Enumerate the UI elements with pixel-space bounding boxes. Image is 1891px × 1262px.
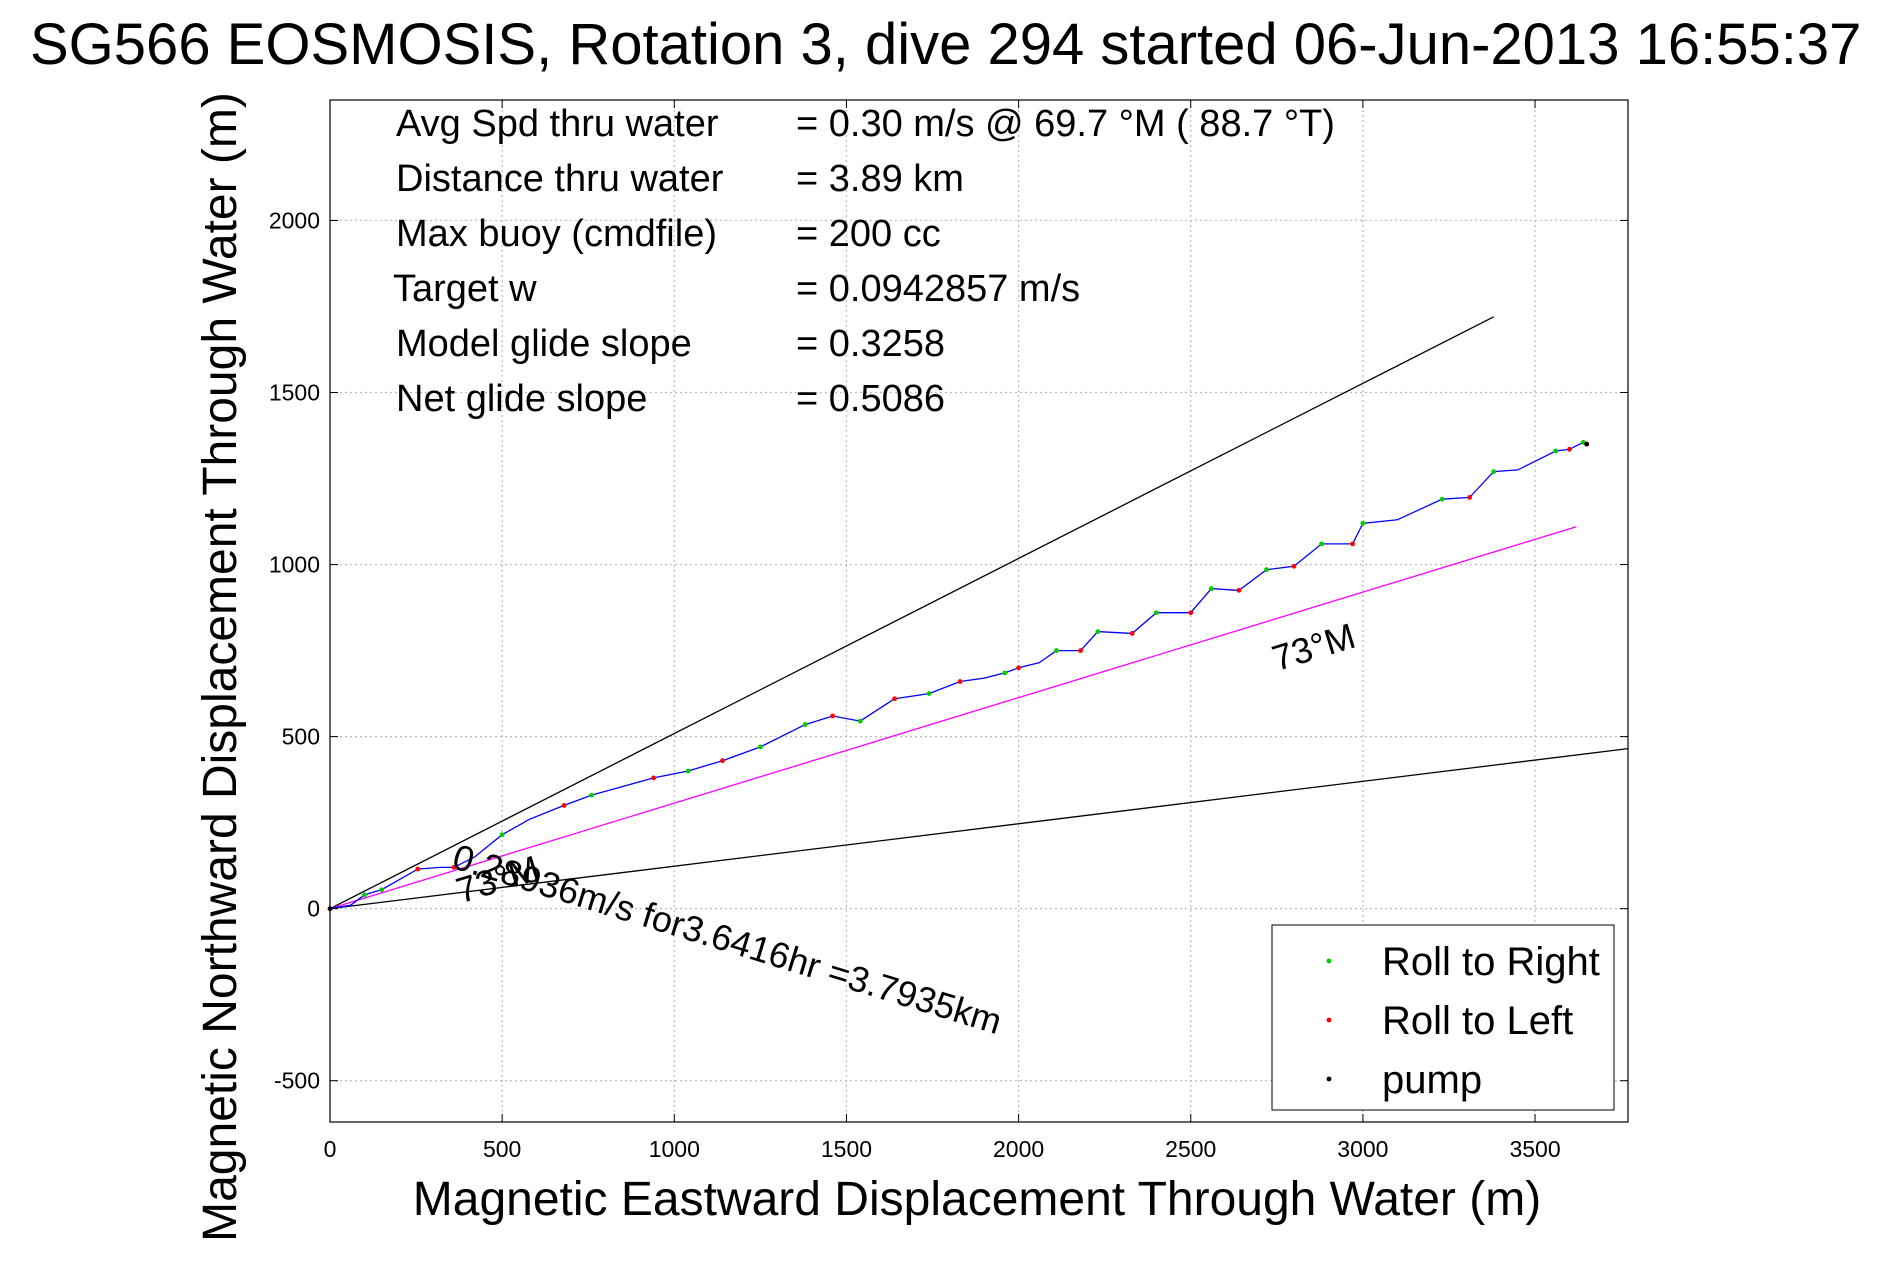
x-tick-label: 3000 xyxy=(1337,1136,1388,1162)
legend: Roll to Right Roll to Left pump xyxy=(1271,924,1615,1111)
stat-label: Distance thru water xyxy=(396,158,724,200)
roll-to-right-point xyxy=(802,722,808,727)
reference-line xyxy=(329,526,1577,910)
x-tick-label: 0 xyxy=(324,1136,337,1162)
roll-to-left-point xyxy=(415,866,421,872)
stat-value: = 3.89 km xyxy=(796,158,964,200)
stat-label: Target w xyxy=(393,268,537,310)
x-tick-label: 500 xyxy=(483,1136,521,1162)
roll-to-left-point xyxy=(1567,446,1572,452)
reference-line xyxy=(329,316,1495,910)
stat-label: Net glide slope xyxy=(396,378,647,420)
annotation-text: 73°M xyxy=(1267,615,1360,679)
points-layer xyxy=(327,439,1590,912)
stat-value: = 0.30 m/s @ 69.7 °M ( 88.7 °T) xyxy=(796,103,1335,145)
roll-to-right-point xyxy=(379,887,385,893)
track-layer xyxy=(329,441,1587,910)
stat-label: Max buoy (cmdfile) xyxy=(396,213,717,255)
roll-to-left-point xyxy=(1236,587,1242,593)
legend-label-roll-to-left: Roll to Left xyxy=(1382,999,1573,1043)
roll-to-right-point xyxy=(1054,648,1059,653)
roll-to-left-point xyxy=(1016,665,1021,671)
roll-to-right-point xyxy=(1002,670,1008,676)
roll-to-right-point xyxy=(1319,541,1324,547)
roll-to-right-point xyxy=(1264,567,1269,573)
legend-marker-roll-to-right xyxy=(1326,958,1332,964)
legend-label-pump: pump xyxy=(1382,1058,1482,1102)
roll-to-left-point xyxy=(1291,563,1297,569)
roll-to-left-point xyxy=(1467,495,1473,500)
roll-to-right-point xyxy=(1439,496,1445,502)
roll-to-right-point xyxy=(589,792,595,798)
roll-to-right-point xyxy=(362,892,367,898)
y-tick-label: -500 xyxy=(274,1068,320,1094)
stats-block: Avg Spd thru water = 0.30 m/s @ 69.7 °M (… xyxy=(393,103,1335,420)
roll-to-left-point xyxy=(1078,648,1083,653)
roll-to-right-point xyxy=(857,718,863,724)
roll-to-right-point xyxy=(1153,610,1159,616)
roll-to-right-point xyxy=(499,832,505,838)
x-tick-label: 1500 xyxy=(821,1136,872,1162)
stat-label: Avg Spd thru water xyxy=(396,103,719,145)
y-tick-label: 2000 xyxy=(269,207,320,233)
roll-to-left-point xyxy=(720,758,725,764)
roll-to-left-point xyxy=(1350,541,1355,547)
chart-title: SG566 EOSMOSIS, Rotation 3, dive 294 sta… xyxy=(30,12,1861,77)
roll-to-right-point xyxy=(757,744,763,750)
y-tick-label: 0 xyxy=(307,896,320,922)
roll-to-right-point xyxy=(685,768,691,774)
reference-line xyxy=(329,747,1629,910)
legend-label-roll-to-right: Roll to Right xyxy=(1382,940,1600,984)
y-tick-label: 1000 xyxy=(269,552,320,578)
legend-marker-roll-to-left xyxy=(1326,1017,1332,1023)
roll-to-right-point xyxy=(1095,629,1101,635)
y-tick-label: 500 xyxy=(282,724,320,750)
stat-value: = 0.0942857 m/s xyxy=(796,268,1080,310)
x-tick-label: 2500 xyxy=(1165,1136,1216,1162)
x-tick-label: 1000 xyxy=(649,1136,700,1162)
x-axis-ticks: 0 500 1000 1500 2000 2500 3000 3500 xyxy=(324,100,1561,1162)
roll-to-left-point xyxy=(892,696,898,702)
y-axis-label: Magnetic Northward Displacement Through … xyxy=(194,92,247,1242)
y-tick-label: 1500 xyxy=(269,379,320,405)
roll-to-right-point xyxy=(1553,448,1559,454)
roll-to-right-point xyxy=(1209,586,1214,592)
stat-value: = 200 cc xyxy=(796,213,941,255)
legend-marker-pump xyxy=(1326,1076,1332,1082)
pump-point xyxy=(1584,441,1590,447)
plot-frame xyxy=(329,99,1629,1123)
x-tick-label: 3500 xyxy=(1509,1136,1560,1162)
roll-to-left-point xyxy=(451,864,457,870)
x-tick-label: 2000 xyxy=(993,1136,1044,1162)
glider-track xyxy=(329,441,1587,910)
roll-to-left-point xyxy=(830,713,836,719)
roll-to-right-point xyxy=(1491,469,1497,475)
roll-to-left-point xyxy=(1129,630,1135,636)
stat-value: = 0.3258 xyxy=(796,323,945,365)
roll-to-left-point xyxy=(651,775,657,781)
roll-to-left-point xyxy=(1188,610,1194,616)
stat-label: Model glide slope xyxy=(396,323,692,365)
roll-to-left-point xyxy=(957,679,963,684)
x-axis-label: Magnetic Eastward Displacement Through W… xyxy=(413,1173,1541,1226)
reference-lines xyxy=(329,316,1629,910)
roll-to-right-point xyxy=(926,691,932,696)
roll-to-left-point xyxy=(561,803,567,808)
roll-to-right-point xyxy=(1360,520,1366,526)
y-axis-ticks: -500 0 500 1000 1500 2000 xyxy=(269,207,1628,1094)
stat-value: = 0.5086 xyxy=(796,378,945,420)
